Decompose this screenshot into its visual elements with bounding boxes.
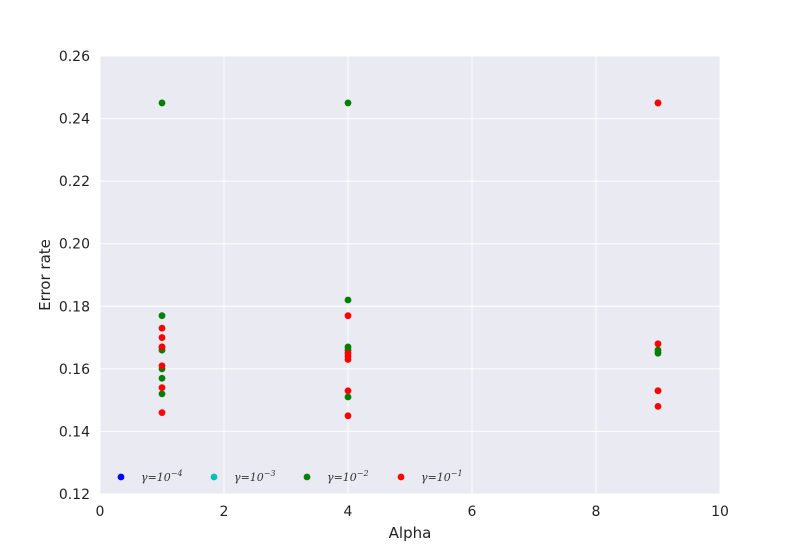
y-tick-label: 0.12	[59, 487, 90, 503]
data-point	[344, 393, 352, 401]
legend-label: γ=10−4	[141, 469, 183, 484]
x-tick-label: 4	[344, 504, 353, 520]
data-point	[158, 374, 166, 382]
legend-marker	[397, 473, 405, 481]
data-point	[344, 99, 352, 107]
y-tick-label: 0.26	[59, 49, 90, 65]
data-point	[158, 390, 166, 398]
y-tick-label: 0.16	[59, 362, 90, 378]
y-tick-label: 0.24	[59, 112, 90, 128]
data-point	[158, 334, 166, 341]
data-point	[158, 362, 166, 370]
data-point	[654, 99, 662, 107]
y-tick-label: 0.14	[59, 424, 90, 440]
legend-label: γ=10−2	[327, 469, 369, 484]
legend-entry: γ=10−1	[397, 469, 463, 484]
plot-background	[100, 56, 720, 494]
legend-entry: γ=10−3	[210, 469, 276, 484]
y-axis-label: Error rate	[36, 239, 54, 311]
data-point	[344, 312, 352, 320]
x-tick-label: 10	[711, 504, 729, 520]
data-point	[158, 384, 166, 392]
y-tick-label: 0.20	[59, 237, 90, 253]
data-point	[344, 387, 352, 395]
grid	[99, 55, 721, 495]
legend-marker	[303, 473, 311, 481]
data-point	[158, 312, 166, 320]
legend-label: γ=10−3	[234, 469, 276, 484]
data-points	[158, 99, 662, 420]
data-point	[158, 324, 166, 332]
legend-entry: γ=10−4	[117, 469, 183, 484]
x-tick-label: 8	[592, 504, 601, 520]
data-point	[344, 412, 352, 420]
legend: γ=10−4 γ=10−3 γ=10−2 γ=10−1	[117, 469, 463, 484]
legend-marker	[210, 473, 218, 481]
data-point	[654, 349, 662, 357]
legend-marker	[117, 473, 125, 481]
data-point	[654, 387, 662, 395]
data-point	[158, 99, 166, 107]
tick-labels: 0 2 4 6 8 10 0.12 0.14 0.16 0.18 0.20 0.22 0.24 0.26	[59, 49, 729, 520]
x-tick-label: 6	[468, 504, 477, 520]
legend-label: γ=10−1	[421, 469, 463, 484]
data-point	[158, 409, 166, 417]
data-point	[344, 356, 352, 363]
y-tick-label: 0.22	[59, 174, 90, 190]
data-point	[158, 343, 166, 351]
data-point	[654, 403, 662, 410]
x-tick-label: 2	[220, 504, 229, 520]
legend-entry: γ=10−2	[303, 469, 369, 484]
data-point	[654, 340, 662, 348]
x-axis-label: Alpha	[389, 524, 432, 542]
y-tick-label: 0.18	[59, 299, 90, 315]
data-point	[344, 296, 352, 304]
x-tick-label: 0	[96, 504, 105, 520]
